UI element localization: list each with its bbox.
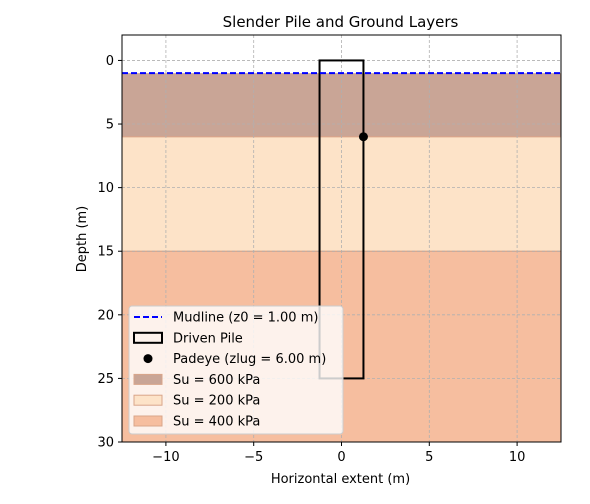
legend-layer-swatch bbox=[133, 415, 163, 427]
legend-label: Su = 400 kPa bbox=[173, 415, 260, 430]
x-axis-label: Horizontal extent (m) bbox=[271, 472, 410, 487]
legend-label: Mudline (z0 = 1.00 m) bbox=[173, 311, 318, 326]
legend-label: Padeye (zlug = 6.00 m) bbox=[173, 352, 326, 367]
x-tick-label: 0 bbox=[337, 450, 345, 465]
y-tick-label: 0 bbox=[106, 54, 114, 69]
x-tick-label: 10 bbox=[509, 450, 526, 465]
x-tick-label: −10 bbox=[152, 450, 179, 465]
legend-padeye-handle bbox=[143, 354, 153, 364]
y-tick-label: 10 bbox=[97, 181, 114, 196]
y-tick-label: 5 bbox=[106, 118, 114, 133]
legend-layer-swatch bbox=[133, 373, 163, 385]
legend-pile-handle bbox=[133, 331, 163, 344]
soil-layer-2 bbox=[122, 136, 561, 252]
y-axis-label: Depth (m) bbox=[75, 206, 90, 273]
legend-label: Su = 200 kPa bbox=[173, 394, 260, 409]
legend-label: Su = 600 kPa bbox=[173, 373, 260, 388]
legend-label: Driven Pile bbox=[173, 331, 243, 346]
chart-title: Slender Pile and Ground Layers bbox=[223, 13, 459, 31]
legend-box bbox=[128, 305, 344, 435]
padeye-marker bbox=[358, 132, 368, 142]
x-tick-label: 5 bbox=[425, 450, 433, 465]
y-tick-label: 25 bbox=[97, 372, 114, 387]
legend-layer-swatch bbox=[133, 394, 163, 406]
y-tick-label: 15 bbox=[97, 245, 114, 260]
y-tick-label: 30 bbox=[97, 436, 114, 451]
x-tick-label: −5 bbox=[244, 450, 263, 465]
y-tick-label: 20 bbox=[97, 308, 114, 323]
